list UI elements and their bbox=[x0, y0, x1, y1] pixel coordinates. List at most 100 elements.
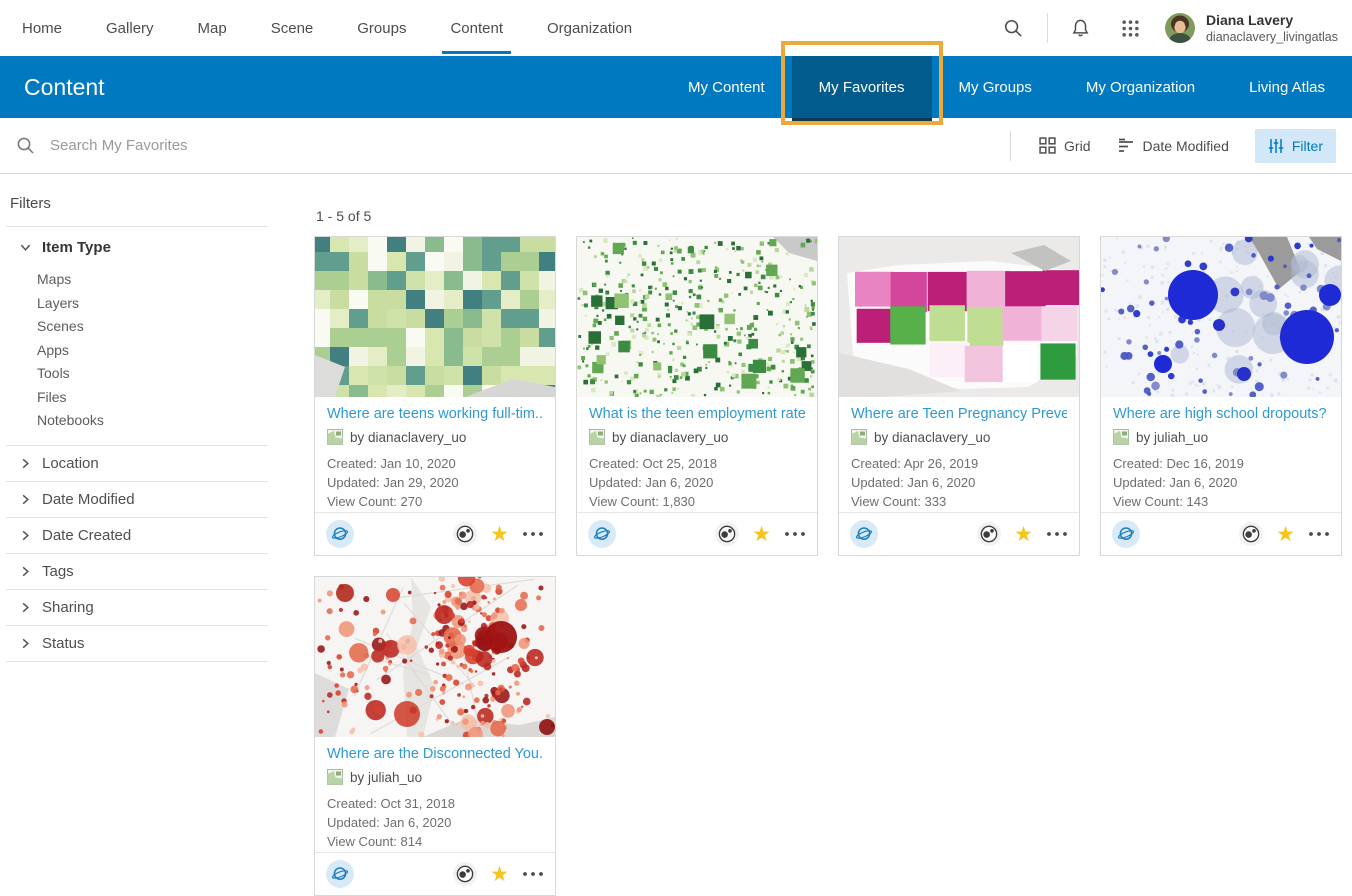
search-toolbar-row: Grid Date Modified Filter bbox=[0, 118, 1352, 174]
sidebar-divider bbox=[6, 660, 268, 662]
favorite-star-icon[interactable]: ★ bbox=[490, 522, 509, 546]
sharing-level-button[interactable] bbox=[453, 862, 478, 886]
nav-item-map[interactable]: Map bbox=[197, 19, 227, 37]
filter-option-apps[interactable]: Apps bbox=[37, 341, 69, 358]
item-title-link[interactable]: Where are the Disconnected You... bbox=[327, 746, 543, 762]
ellipsis-icon bbox=[785, 532, 805, 536]
content-header-bar: Content My Content My Favorites My Group… bbox=[0, 41, 1352, 125]
item-thumbnail[interactable] bbox=[315, 237, 555, 397]
grid-view-icon bbox=[1039, 137, 1056, 154]
filter-section-sharing[interactable]: Sharing bbox=[0, 590, 270, 625]
item-updated: Updated: Jan 6, 2020 bbox=[1113, 475, 1238, 490]
more-options-button[interactable] bbox=[522, 871, 544, 877]
tab-my-favorites[interactable]: My Favorites bbox=[780, 41, 943, 125]
item-author: by dianaclavery_uo bbox=[612, 429, 729, 445]
filter-option-notebooks[interactable]: Notebooks bbox=[37, 412, 104, 428]
tab-my-content[interactable]: My Content bbox=[687, 78, 765, 96]
item-card: Where are high school dropouts? by julia… bbox=[1100, 236, 1342, 556]
item-thumbnail[interactable] bbox=[315, 577, 555, 737]
web-map-type-badge bbox=[326, 860, 354, 888]
chevron-right-icon bbox=[22, 458, 29, 468]
ellipsis-icon bbox=[1047, 532, 1067, 536]
user-menu[interactable]: Diana Lavery dianaclavery_livingatlas bbox=[1164, 12, 1338, 45]
item-title-link[interactable]: Where are high school dropouts? bbox=[1113, 406, 1327, 422]
item-title-link[interactable]: Where are teens working full-tim... bbox=[327, 406, 543, 422]
item-byline: by juliah_uo bbox=[327, 769, 543, 785]
nav-item-content[interactable]: Content bbox=[428, 0, 525, 56]
filter-section-date-modified[interactable]: Date Modified bbox=[0, 482, 270, 517]
nav-item-organization[interactable]: Organization bbox=[547, 19, 633, 37]
tab-my-organization[interactable]: My Organization bbox=[1085, 78, 1196, 96]
nav-item-scene[interactable]: Scene bbox=[270, 19, 314, 37]
top-navigation-bar: Home Gallery Map Scene Groups Content Or… bbox=[0, 0, 1352, 56]
item-card-actions: ★ bbox=[453, 862, 544, 886]
item-thumbnail[interactable] bbox=[839, 237, 1079, 397]
web-map-globe-icon bbox=[855, 527, 873, 540]
favorite-star-icon[interactable]: ★ bbox=[752, 522, 771, 546]
item-updated: Updated: Jan 6, 2020 bbox=[851, 475, 976, 490]
ellipsis-icon bbox=[523, 872, 543, 876]
web-map-type-badge bbox=[326, 520, 354, 548]
favorite-star-icon[interactable]: ★ bbox=[490, 862, 509, 886]
filter-option-maps[interactable]: Maps bbox=[37, 271, 72, 287]
item-type-mini-thumbnail-icon bbox=[851, 429, 867, 445]
filter-section-status[interactable]: Status bbox=[0, 626, 270, 661]
favorite-star-icon[interactable]: ★ bbox=[1014, 522, 1033, 546]
filter-option-files[interactable]: Files bbox=[37, 388, 67, 405]
more-options-button[interactable] bbox=[784, 531, 806, 537]
nav-item-groups[interactable]: Groups bbox=[357, 19, 407, 37]
more-options-button[interactable] bbox=[1308, 531, 1330, 537]
web-map-globe-icon bbox=[1117, 527, 1135, 540]
filter-option-scenes[interactable]: Scenes bbox=[37, 318, 84, 334]
filters-sidebar: Filters Item Type Maps Layers Scenes App… bbox=[0, 174, 270, 896]
more-options-button[interactable] bbox=[522, 531, 544, 537]
search-input[interactable] bbox=[48, 136, 1011, 155]
results-area: 1 - 5 of 5 Where are teens working full-… bbox=[270, 174, 1352, 896]
app-launcher-button[interactable] bbox=[1114, 11, 1148, 45]
item-card: Where are the Disconnected You... by jul… bbox=[314, 576, 556, 896]
chevron-right-icon bbox=[22, 638, 29, 648]
filter-section-date-created[interactable]: Date Created bbox=[0, 518, 270, 553]
view-grid-button[interactable]: Grid bbox=[1039, 137, 1090, 154]
item-thumbnail[interactable] bbox=[1101, 237, 1341, 397]
item-card-body: What is the teen employment rate? by dia… bbox=[577, 397, 817, 512]
search-button[interactable] bbox=[997, 11, 1031, 45]
item-title-link[interactable]: What is the teen employment rate? bbox=[589, 406, 805, 422]
user-name-block: Diana Lavery dianaclavery_livingatlas bbox=[1206, 12, 1338, 45]
share-globe-icon bbox=[456, 525, 474, 543]
more-options-button[interactable] bbox=[1046, 531, 1068, 537]
filter-button[interactable]: Filter bbox=[1254, 128, 1336, 163]
item-author: by dianaclavery_uo bbox=[874, 429, 991, 445]
notifications-button[interactable] bbox=[1064, 11, 1098, 45]
nav-item-gallery[interactable]: Gallery bbox=[106, 19, 154, 37]
favorite-star-icon[interactable]: ★ bbox=[1276, 522, 1295, 546]
item-card-footer: ★ bbox=[315, 512, 555, 555]
nav-item-home[interactable]: Home bbox=[22, 19, 63, 37]
tab-living-atlas[interactable]: Living Atlas bbox=[1249, 78, 1325, 96]
item-thumbnail[interactable] bbox=[577, 237, 817, 397]
sharing-level-button[interactable] bbox=[453, 522, 478, 546]
filter-option-layers[interactable]: Layers bbox=[37, 294, 80, 311]
user-username: dianaclavery_livingatlas bbox=[1205, 29, 1338, 44]
sharing-level-button[interactable] bbox=[715, 522, 740, 546]
page-title: Content bbox=[24, 73, 105, 100]
item-card-body: Where are teens working full-tim... by d… bbox=[315, 397, 555, 512]
filter-section-tags[interactable]: Tags bbox=[0, 554, 270, 589]
item-updated: Updated: Jan 29, 2020 bbox=[327, 475, 459, 490]
sidebar-divider bbox=[6, 552, 268, 554]
item-author: by juliah_uo bbox=[350, 769, 423, 785]
sidebar-divider bbox=[6, 480, 268, 482]
sharing-level-button[interactable] bbox=[977, 522, 1002, 546]
toolbar-divider bbox=[1010, 130, 1012, 161]
sort-by-button[interactable]: Date Modified bbox=[1116, 138, 1229, 154]
filter-section-item-type[interactable]: Item Type bbox=[0, 227, 270, 266]
item-meta: Created: Dec 16, 2019 Updated: Jan 6, 20… bbox=[1113, 454, 1329, 511]
item-title-link[interactable]: Where are Teen Pregnancy Preve... bbox=[851, 406, 1067, 422]
filters-title: Filters bbox=[10, 195, 51, 212]
filter-option-tools[interactable]: Tools bbox=[37, 365, 70, 381]
tab-my-groups[interactable]: My Groups bbox=[958, 78, 1032, 96]
item-author: by dianaclavery_uo bbox=[350, 429, 467, 445]
chevron-down-icon bbox=[20, 244, 31, 251]
sharing-level-button[interactable] bbox=[1239, 522, 1264, 546]
filter-section-location[interactable]: Location bbox=[0, 446, 270, 481]
